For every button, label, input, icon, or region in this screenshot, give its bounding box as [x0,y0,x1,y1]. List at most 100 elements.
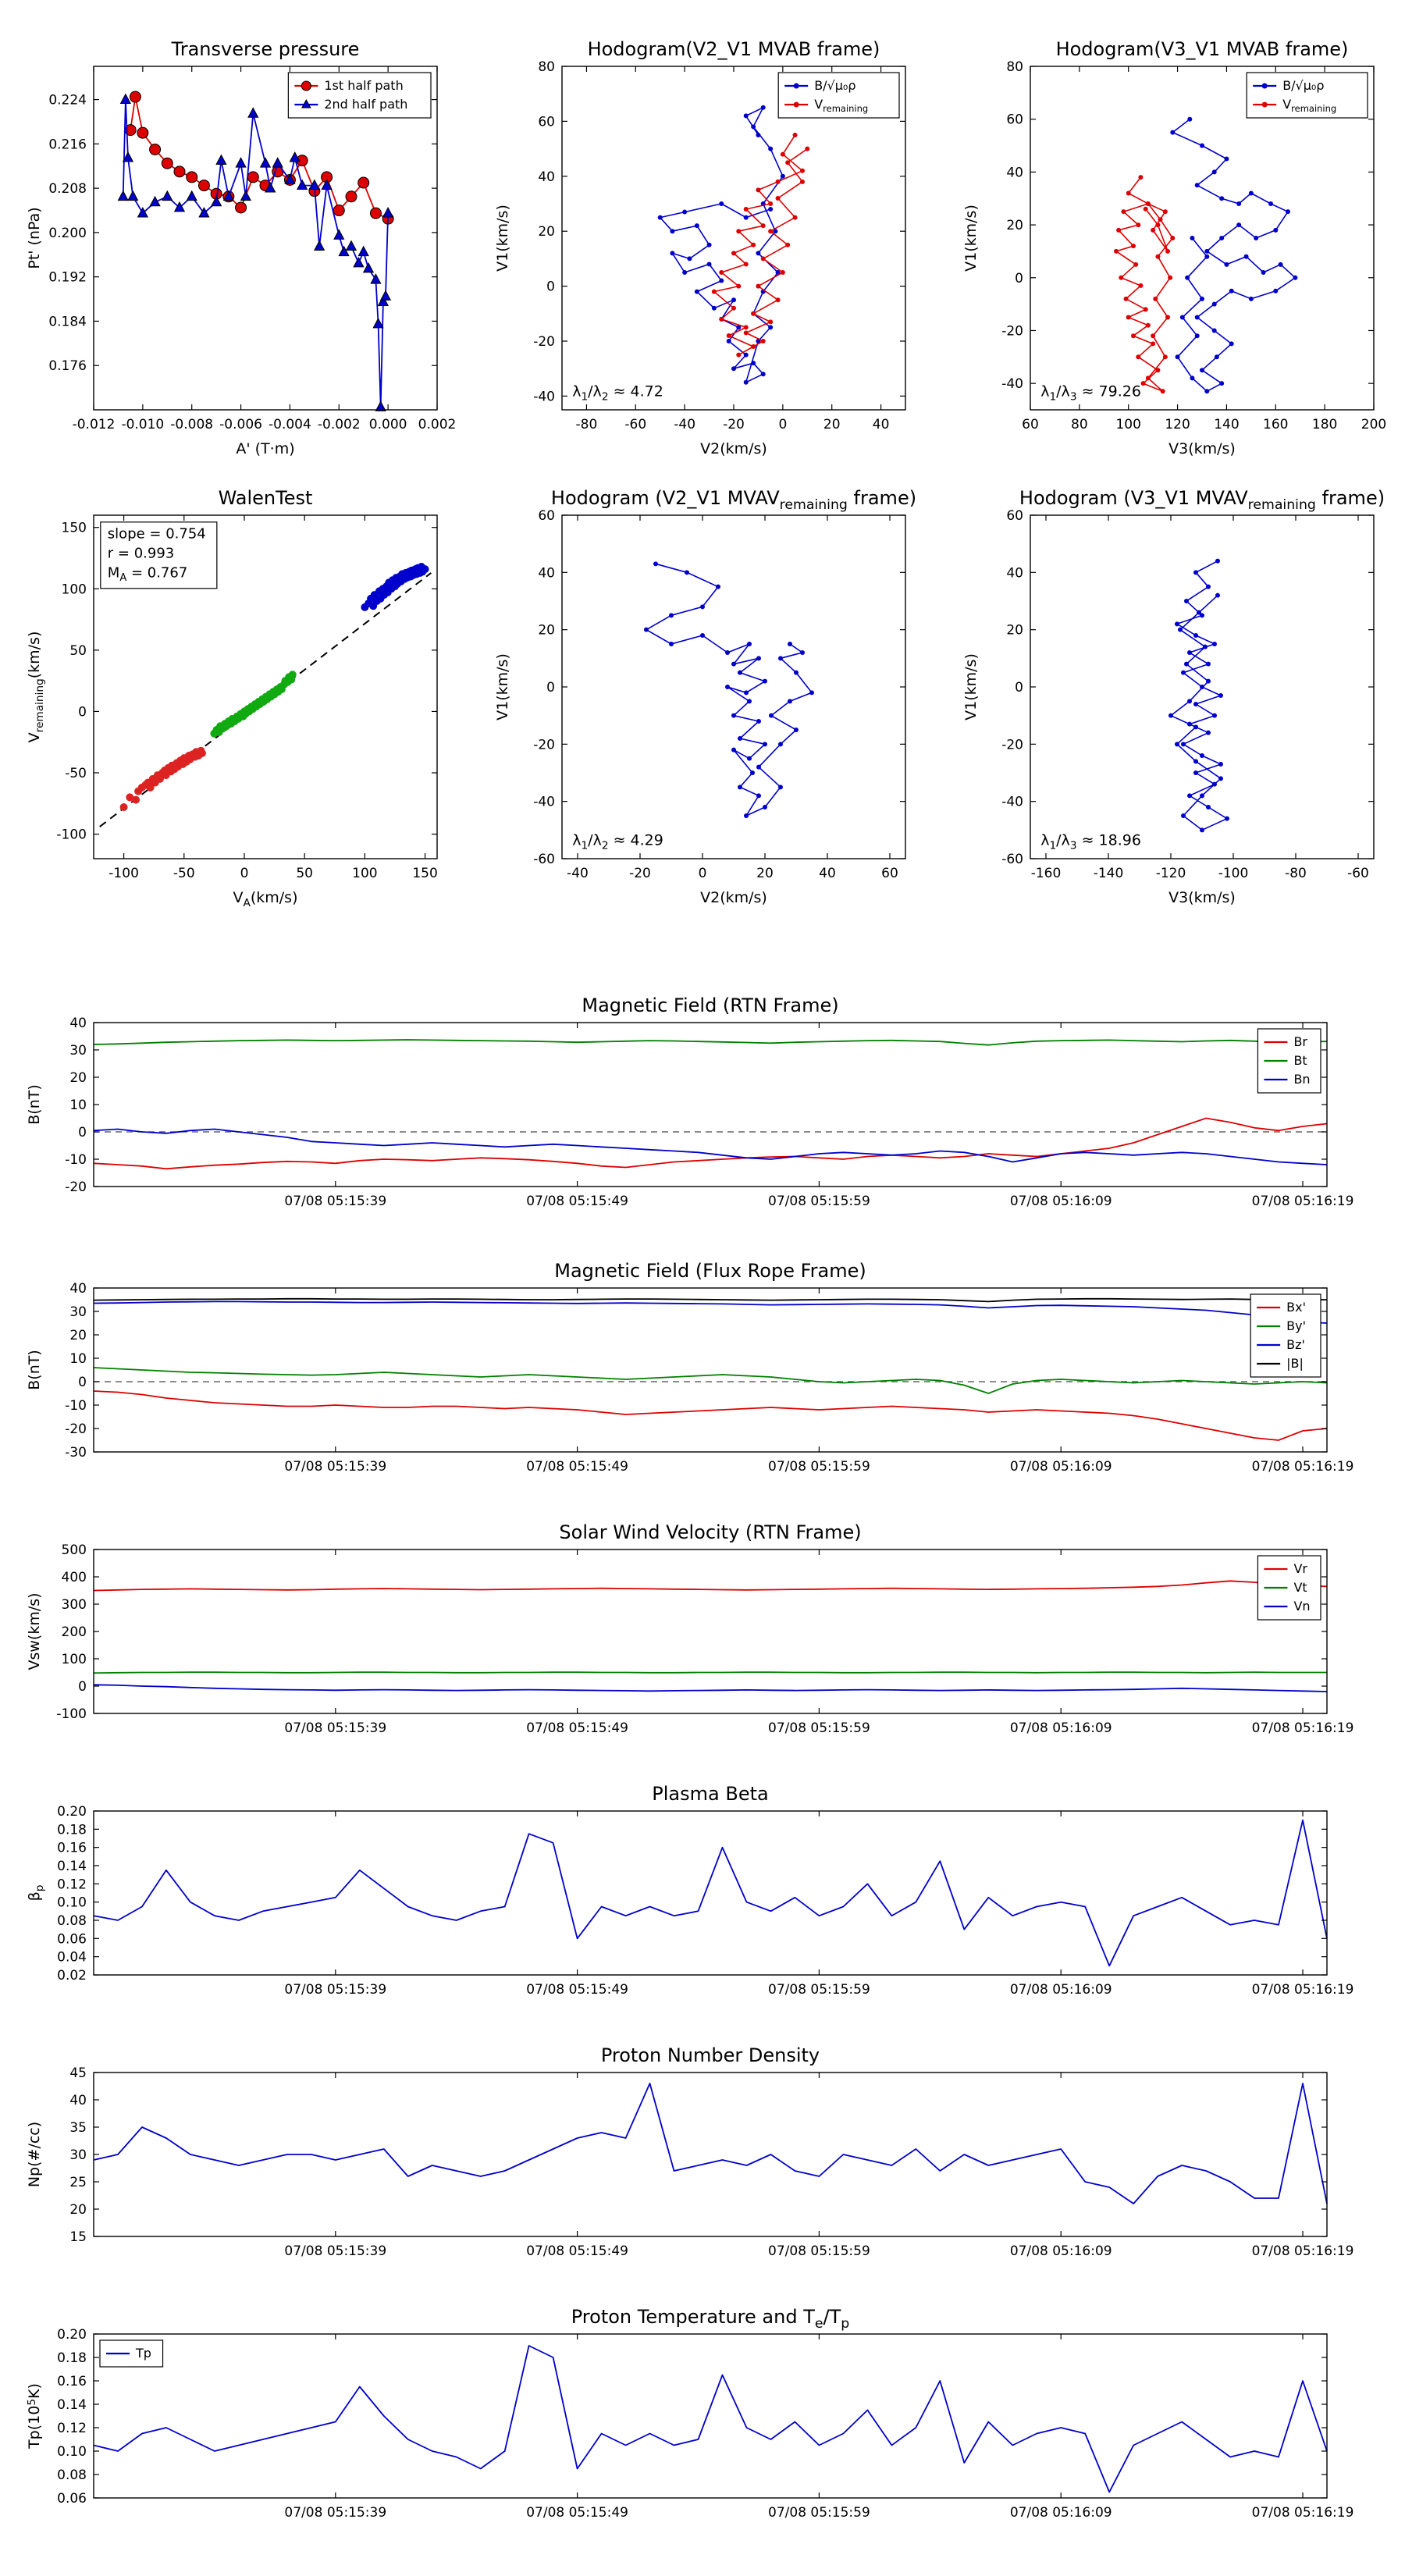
chart-title: Hodogram(V3_V1 MVAB frame) [1056,38,1349,60]
plot-area [562,515,905,859]
y-tick-label: -10 [65,1398,87,1414]
legend-label: Vremaining [1282,97,1336,114]
series-v-remaining-path [644,561,814,818]
x-tick-label: 07/08 05:15:49 [526,1720,628,1736]
y-tick-label: 40 [1006,565,1023,581]
y-tick-label: 20 [538,224,555,240]
x-tick-label: -20 [629,866,651,881]
y-tick-label: 0 [546,279,555,295]
y-tick-label: 0 [78,1679,87,1695]
y-tick-label: 40 [69,2093,87,2108]
x-tick-labels: 07/08 05:15:39 07/08 05:15:49 07/08 05:15:… [284,1194,1353,1209]
series-vr [93,1580,1328,1592]
y-tick-label: 10 [69,1098,87,1113]
y-tick-label: 0.06 [57,1931,87,1947]
series-b-over-sqrt-mu0-rho [1170,116,1298,394]
y-tick-label: 60 [538,508,555,524]
y-tick-label: -20 [1001,737,1023,753]
x-tick-label: 160 [1263,417,1288,432]
x-tick-label: -100 [1218,866,1249,881]
y-tick-label: -60 [533,852,555,867]
y-tick-label: -100 [56,827,87,843]
y-axis-label: V1(km/s) [962,205,980,272]
x-tick-label: 40 [873,417,890,432]
x-tick-label: 07/08 05:16:19 [1252,1459,1354,1475]
y-tick-label: 0.12 [57,2421,87,2436]
y-tick-label: 15 [69,2229,87,2245]
y-tick-label: 100 [62,1652,87,1667]
y-tick-label: 10 [69,1351,87,1367]
y-tick-label: 30 [69,1304,87,1320]
y-tick-label: 300 [62,1597,87,1613]
y-tick-label: 30 [69,1043,87,1059]
y-axis-label: Tp(105K) [26,2383,43,2450]
series-v-remaining-path [1168,558,1229,833]
chart-title: Plasma Beta [652,1783,768,1805]
y-tick-label: 60 [538,114,555,130]
x-axis-label: V3(km/s) [1168,889,1236,906]
legend-label: 2nd half path [324,97,407,112]
x-tick-label: 80 [1071,417,1088,432]
chart-transverse-pressure: -0.012 -0.010 -0.008 -0.006 -0.004 -0.002 0.00… [26,38,456,457]
series-np [93,2083,1328,2204]
x-tick-label: 07/08 05:16:09 [1010,1459,1112,1475]
chart-title: WalenTest [219,487,313,509]
annotation: λ1/λ2 ≈ 4.72 [572,382,663,403]
x-tick-label: 50 [296,866,313,881]
legend-label: Bn [1293,1072,1310,1087]
axes-frame [93,1810,1328,1976]
y-tick-label: 0 [1015,271,1023,286]
chart-title: Proton Temperature and Te/Tp [571,2306,850,2332]
series--b- [93,1297,1327,1303]
y-tick-label: -40 [1001,376,1023,392]
chart-hodogram-v2v1-mvab: -80 -60 -40 -20 0 20 40 -40 -20 0 20 40 60 80 Hodogram… [494,38,906,457]
x-tick-label: -60 [624,417,646,432]
y-tick-label: -20 [65,1421,87,1437]
plot-area [94,2334,1327,2498]
y-tick-label: 20 [538,623,555,639]
chart-b-rtn: 07/08 05:15:39 07/08 05:15:49 07/08 05:15:… [26,994,1353,1209]
series-br [93,1117,1328,1170]
chart-np: 07/08 05:15:39 07/08 05:15:49 07/08 05:15:… [26,2044,1353,2259]
chart-title: Hodogram(V2_V1 MVAB frame) [588,38,880,60]
y-tick-label: 0.10 [57,1895,87,1911]
legend: B/√μ₀ρ Vremaining [777,72,900,119]
x-tick-label: 07/08 05:15:39 [284,1194,386,1209]
x-tick-label: 20 [756,866,774,881]
y-tick-label: -100 [56,1706,87,1722]
y-tick-label: 20 [69,1328,87,1343]
x-tick-label: -120 [1156,866,1186,881]
y-tick-label: 0.208 [48,181,87,197]
y-tick-labels: -60 -40 -20 0 20 40 60 [1001,508,1023,867]
plot-area [94,66,437,410]
x-tick-label: -0.010 [121,417,164,432]
y-tick-label: 0.16 [57,2374,87,2389]
legend-label: Vn [1293,1599,1310,1614]
y-tick-labels: -100 0 100 200 300 400 500 [56,1542,87,1722]
y-tick-label: 20 [1006,623,1023,639]
plot-area [1030,66,1374,410]
series-beta-p [93,1819,1328,1967]
y-tick-label: -30 [65,1445,87,1461]
x-tick-label: 07/08 05:15:39 [284,1982,386,1998]
x-tick-label: 20 [823,417,841,432]
x-tick-label: 07/08 05:15:59 [768,1194,870,1209]
series-middle [210,671,297,738]
y-tick-label: 0.14 [57,1859,87,1874]
x-axis-label: A' (T·m) [236,440,294,457]
x-tick-label: 07/08 05:15:59 [768,1459,870,1475]
annotation: λ1/λ2 ≈ 4.29 [572,831,663,852]
y-tick-label: 20 [1006,218,1023,233]
series-first-half [119,746,206,811]
series-v-remaining [711,133,810,358]
x-tick-label: -0.002 [318,417,361,432]
chart-b-fluxrope: 07/08 05:15:39 07/08 05:15:49 07/08 05:15:… [26,1260,1353,1475]
y-tick-label: 0.192 [48,270,87,286]
x-tick-label: -0.006 [219,417,262,432]
annotation: λ1/λ3 ≈ 18.96 [1040,831,1141,852]
plot-area [94,1288,1327,1452]
axes-frame [1030,66,1375,411]
y-axis-label: Pt' (nPa) [26,207,43,269]
